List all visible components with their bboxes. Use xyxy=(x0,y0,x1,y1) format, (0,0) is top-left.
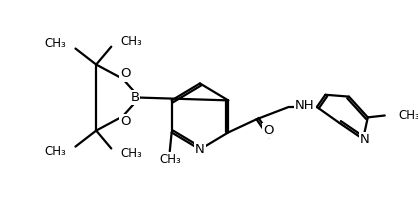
Text: CH₃: CH₃ xyxy=(121,36,143,48)
Text: O: O xyxy=(263,124,274,137)
Text: NH: NH xyxy=(295,99,315,112)
Text: O: O xyxy=(120,115,131,128)
Text: CH₃: CH₃ xyxy=(44,145,66,158)
Text: CH₃: CH₃ xyxy=(159,153,181,166)
Text: CH₃: CH₃ xyxy=(44,37,66,50)
Text: CH₃: CH₃ xyxy=(121,147,143,160)
Text: B: B xyxy=(130,91,140,104)
Text: N: N xyxy=(195,143,205,156)
Text: O: O xyxy=(120,67,131,80)
Text: N: N xyxy=(360,132,370,146)
Text: CH₃: CH₃ xyxy=(398,109,418,122)
